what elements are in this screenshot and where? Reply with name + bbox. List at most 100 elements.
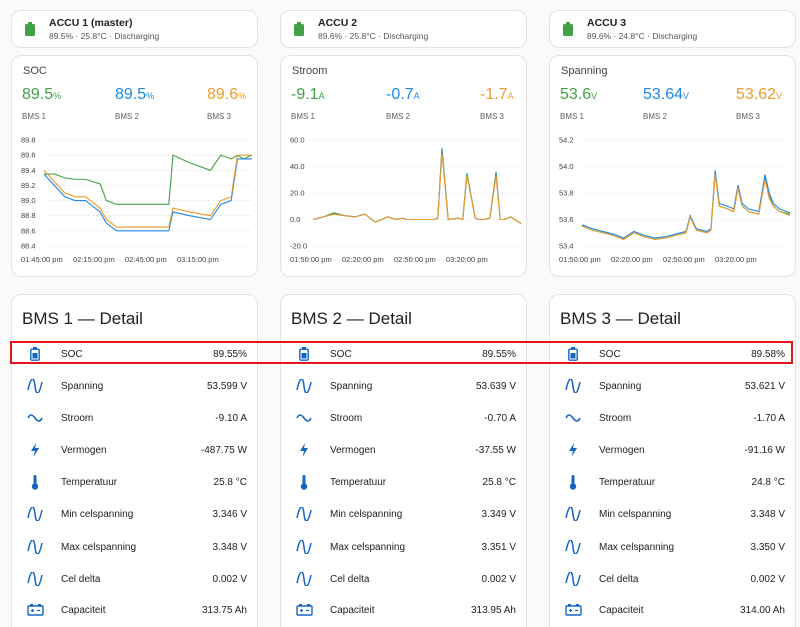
graph-card-soc[interactable]: SOC 89.5% 89.5% 89.6% BMS 1 BMS 2 BMS 3 … [11,55,258,277]
detail-row-soc[interactable]: SOC 89.55% [281,344,526,364]
y-tick-label: 40.0 [290,162,305,171]
sine-wave-icon [294,376,314,396]
row-label: Vermogen [61,444,107,456]
spanning-line-chart[interactable]: 54.2 54.0 53.8 53.6 53.4 01:50:00 pm 02:20:00 … [550,132,796,272]
row-label: Cel delta [599,573,639,585]
accu-status: 89.6% · 24.8°C · Discharging [587,30,698,41]
series-line-bms-3 [312,153,522,224]
detail-row-capaciteit[interactable]: Capaciteit 313.75 Ah [12,600,257,620]
capacity-battery-icon [294,600,314,620]
accu-card-1[interactable]: ACCU 1 (master) 89.5% · 25.8°C · Dischar… [11,10,258,48]
detail-card-bms2: BMS 2 — Detail SOC 89.55% Spanning 53.639 V… [280,294,527,627]
battery-icon [25,22,35,36]
x-tick-label: 03:20:00 pm [446,255,488,264]
soc-line-chart[interactable]: 89.8 89.6 89.4 89.2 89.0 88.8 88.6 88.4 01:45:00… [12,132,258,272]
row-value: 24.8 °C [751,476,785,488]
accu-card-3[interactable]: ACCU 3 89.6% · 24.8°C · Discharging [549,10,796,48]
bms1-label: BMS 1 [22,112,47,121]
row-label: Vermogen [599,444,645,456]
bms2-label: BMS 2 [115,112,140,121]
x-tick-label: 01:50:00 pm [290,255,332,264]
detail-row-cel-delta[interactable]: Cel delta 0.002 V [550,569,795,589]
row-value: 3.348 V [212,541,247,553]
row-value: -37.55 W [475,444,516,456]
bms1-value: 53.6V [560,86,598,103]
sine-wave-icon [294,537,314,557]
detail-row-cel-delta[interactable]: Cel delta 0.002 V [12,569,257,589]
detail-row-capaciteit[interactable]: Capaciteit 314.00 Ah [550,600,795,620]
thermometer-icon [563,472,583,492]
detail-row-temperatuur[interactable]: Temperatuur 24.8 °C [550,472,795,492]
detail-row-soc[interactable]: SOC 89.55% [12,344,257,364]
graph-card-spanning[interactable]: Spanning 53.6V 53.64V 53.62V BMS 1 BMS 2… [549,55,796,277]
row-value: 313.75 Ah [201,604,247,616]
lightning-icon [563,440,583,460]
detail-row-spanning[interactable]: Spanning 53.599 V [12,376,257,396]
detail-row-capaciteit[interactable]: Capaciteit 313.95 Ah [281,600,526,620]
capacity-battery-icon [25,600,45,620]
row-label: Stroom [599,412,632,424]
detail-row-vermogen[interactable]: Vermogen -91.16 W [550,440,795,460]
accu-card-2[interactable]: ACCU 2 89.6% · 25.8°C · Discharging [280,10,527,48]
sine-wave-icon [25,504,45,524]
series-line-bms-1 [44,154,253,205]
detail-row-min-celspanning[interactable]: Min celspanning 3.349 V [281,504,526,524]
row-label: SOC [61,348,83,360]
row-value: 89.58% [751,348,785,360]
thermometer-icon [25,472,45,492]
detail-row-vermogen[interactable]: Vermogen -37.55 W [281,440,526,460]
bms3-label: BMS 3 [480,112,505,121]
row-value: 25.8 °C [213,476,247,488]
battery-icon [294,22,304,36]
detail-row-soc[interactable]: SOC 89.58% [550,344,795,364]
detail-row-max-celspanning[interactable]: Max celspanning 3.348 V [12,537,257,557]
row-label: Stroom [330,412,363,424]
series-line-bms-1 [312,147,522,224]
bms3-label: BMS 3 [207,112,232,121]
y-tick-label: 20.0 [290,189,305,198]
lightning-icon [25,440,45,460]
row-label: Max celspanning [61,541,137,553]
sine-wave-icon [25,537,45,557]
detail-row-spanning[interactable]: Spanning 53.621 V [550,376,795,396]
x-tick-label: 02:20:00 pm [611,255,653,264]
sine-wave-icon [563,569,583,589]
detail-row-stroom[interactable]: Stroom -0.70 A [281,408,526,428]
row-value: 3.346 V [212,508,247,520]
detail-row-spanning[interactable]: Spanning 53.639 V [281,376,526,396]
detail-row-stroom[interactable]: Stroom -9.10 A [12,408,257,428]
row-value: 313.95 Ah [470,604,516,616]
detail-row-temperatuur[interactable]: Temperatuur 25.8 °C [12,472,257,492]
detail-card-bms1: BMS 1 — Detail SOC 89.55% Spanning 53.599 V… [11,294,258,627]
series-line-bms-3 [43,154,252,228]
bms2-label: BMS 2 [386,112,411,121]
row-value: 0.002 V [212,573,247,585]
x-tick-label: 02:15:00 pm [73,255,115,264]
row-label: Min celspanning [330,508,403,520]
bms2-value: 89.5% [115,86,155,103]
detail-row-min-celspanning[interactable]: Min celspanning 3.348 V [550,504,795,524]
detail-title: BMS 1 — Detail [22,309,143,328]
row-label: Cel delta [61,573,101,585]
detail-row-max-celspanning[interactable]: Max celspanning 3.350 V [550,537,795,557]
x-tick-label: 01:50:00 pm [559,255,601,264]
detail-row-max-celspanning[interactable]: Max celspanning 3.351 V [281,537,526,557]
stroom-line-chart[interactable]: 60.0 40.0 20.0 0.0 -20.0 01:50:00 pm 02:20:00 … [281,132,527,272]
row-label: Capaciteit [61,604,106,616]
capacity-battery-icon [563,600,583,620]
sine-wave-icon [25,569,45,589]
detail-row-cel-delta[interactable]: Cel delta 0.002 V [281,569,526,589]
row-label: Capaciteit [599,604,644,616]
detail-title: BMS 3 — Detail [560,309,681,328]
graph-card-stroom[interactable]: Stroom -9.1A -0.7A -1.7A BMS 1 BMS 2 BMS… [280,55,527,277]
detail-row-stroom[interactable]: Stroom -1.70 A [550,408,795,428]
detail-card-bms3: BMS 3 — Detail SOC 89.58% Spanning 53.621 V… [549,294,796,627]
bms2-value: -0.7A [386,86,420,103]
series-line-bms-2 [581,170,791,239]
detail-row-vermogen[interactable]: Vermogen -487.75 W [12,440,257,460]
detail-row-min-celspanning[interactable]: Min celspanning 3.346 V [12,504,257,524]
y-tick-label: 88.6 [21,226,36,235]
detail-row-temperatuur[interactable]: Temperatuur 25.8 °C [281,472,526,492]
graph-title: Stroom [292,65,328,77]
accu-status: 89.6% · 25.8°C · Discharging [318,30,429,41]
